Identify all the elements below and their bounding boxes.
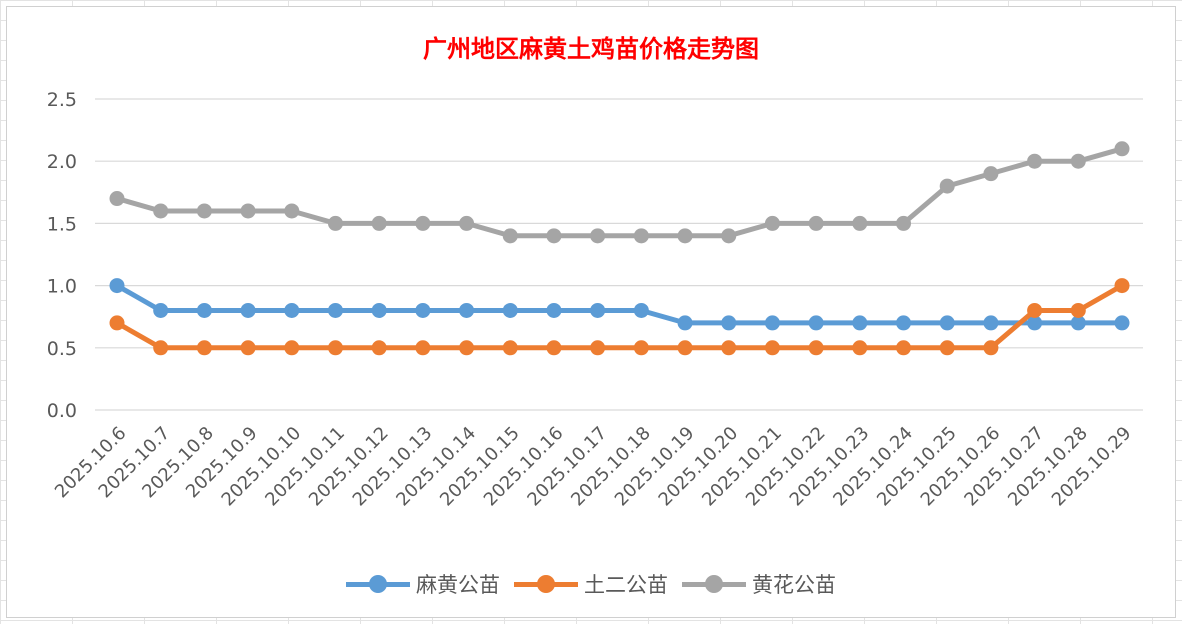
y-tick-label: 1.5 <box>47 213 77 235</box>
data-point <box>502 228 518 244</box>
data-point <box>546 228 562 244</box>
data-point <box>1114 315 1130 331</box>
data-point <box>633 228 649 244</box>
data-point <box>896 340 912 356</box>
data-point <box>633 302 649 318</box>
data-point <box>939 315 955 331</box>
data-point <box>415 302 431 318</box>
data-point <box>764 215 780 231</box>
data-point <box>153 203 169 219</box>
data-point <box>415 215 431 231</box>
data-point <box>677 228 693 244</box>
data-point <box>371 215 387 231</box>
series-line <box>114 283 1125 326</box>
data-point <box>983 340 999 356</box>
data-point <box>1027 153 1043 169</box>
data-point <box>371 302 387 318</box>
data-point <box>502 340 518 356</box>
data-point <box>109 278 125 294</box>
data-point <box>240 340 256 356</box>
y-tick-label: 0.5 <box>47 338 77 360</box>
data-point <box>459 302 475 318</box>
data-point <box>284 302 300 318</box>
data-point <box>808 340 824 356</box>
data-point <box>371 340 387 356</box>
data-point <box>284 340 300 356</box>
data-point <box>939 178 955 194</box>
legend-item[interactable]: 黄花公苗 <box>682 569 836 599</box>
data-point <box>240 203 256 219</box>
data-point <box>896 215 912 231</box>
data-point <box>590 228 606 244</box>
data-point <box>1027 315 1043 331</box>
legend-label: 黄花公苗 <box>752 573 836 597</box>
y-tick-label: 2.0 <box>47 151 77 173</box>
data-point <box>459 340 475 356</box>
legend-marker <box>537 575 555 593</box>
data-point <box>546 302 562 318</box>
data-point <box>196 340 212 356</box>
chart-title: 广州地区麻黄土鸡苗价格走势图 <box>423 34 759 63</box>
data-point <box>1114 278 1130 294</box>
y-tick-label: 2.5 <box>47 89 77 111</box>
data-point <box>677 315 693 331</box>
data-point <box>808 215 824 231</box>
legend-item[interactable]: 土二公苗 <box>514 569 668 599</box>
data-point <box>196 203 212 219</box>
data-point <box>590 302 606 318</box>
data-point <box>502 302 518 318</box>
data-point <box>546 340 562 356</box>
data-point <box>896 315 912 331</box>
data-point <box>240 302 256 318</box>
data-point <box>808 315 824 331</box>
data-point <box>327 215 343 231</box>
data-point <box>327 302 343 318</box>
data-point <box>939 340 955 356</box>
data-point <box>153 340 169 356</box>
data-point <box>327 340 343 356</box>
legend-marker <box>705 575 723 593</box>
data-point <box>196 302 212 318</box>
data-point <box>284 203 300 219</box>
legend-marker <box>369 575 387 593</box>
data-point <box>852 340 868 356</box>
series-line <box>114 146 1125 239</box>
data-point <box>633 340 649 356</box>
data-point <box>1070 302 1086 318</box>
data-point <box>852 315 868 331</box>
legend-label: 麻黄公苗 <box>416 573 500 597</box>
legend-swatch <box>514 574 578 594</box>
data-point <box>109 315 125 331</box>
legend-swatch <box>682 574 746 594</box>
data-point <box>983 166 999 182</box>
data-point <box>721 228 737 244</box>
series-line <box>114 283 1125 351</box>
data-point <box>109 191 125 207</box>
data-point <box>1070 153 1086 169</box>
y-tick-label: 0.0 <box>47 400 77 422</box>
legend-swatch <box>346 574 410 594</box>
data-point <box>852 215 868 231</box>
data-point <box>590 340 606 356</box>
y-tick-label: 1.0 <box>47 276 77 298</box>
data-point <box>459 215 475 231</box>
legend-label: 土二公苗 <box>584 573 668 597</box>
data-point <box>1027 302 1043 318</box>
data-point <box>1070 315 1086 331</box>
legend-item[interactable]: 麻黄公苗 <box>346 569 500 599</box>
legend[interactable]: 麻黄公苗 土二公苗 黄花公苗 <box>7 569 1175 599</box>
data-point <box>721 315 737 331</box>
data-point <box>983 315 999 331</box>
data-point <box>721 340 737 356</box>
data-point <box>1114 141 1130 157</box>
data-point <box>764 340 780 356</box>
data-point <box>153 302 169 318</box>
data-point <box>415 340 431 356</box>
data-point <box>677 340 693 356</box>
data-point <box>764 315 780 331</box>
